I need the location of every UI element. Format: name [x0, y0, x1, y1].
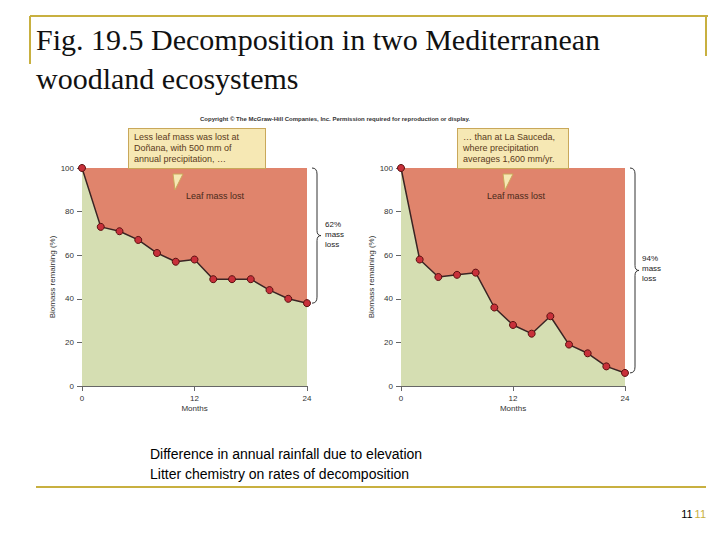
- svg-text:100: 100: [61, 164, 75, 173]
- svg-text:Biomass remaining (%): Biomass remaining (%): [48, 235, 57, 318]
- html-text:62% mass loss: 62% mass loss: [325, 219, 345, 249]
- svg-text:80: 80: [65, 207, 74, 216]
- html-text:Copyright © The McGraw-Hill Co: Copyright © The McGraw-Hill Companies, I…: [200, 116, 470, 122]
- svg-text:20: 20: [384, 338, 393, 347]
- svg-text:80: 80: [384, 207, 393, 216]
- svg-text:0: 0: [70, 382, 75, 391]
- svg-text:100: 100: [380, 164, 394, 173]
- svg-text:40: 40: [65, 294, 74, 303]
- html-text:Less leaf mass was lost at Doñ: Less leaf mass was lost at Doñana, with …: [134, 132, 239, 164]
- html-text:Fig. 19.5 Decomposition in two: Fig. 19.5 Decomposition in two Mediterra…: [36, 23, 601, 95]
- svg-text:0: 0: [80, 394, 85, 403]
- html-text:… than at La Sauceda, where pr: … than at La Sauceda, where precipitatio…: [463, 132, 556, 164]
- html-text:11 11: 11 11: [681, 508, 706, 520]
- svg-text:12: 12: [190, 394, 199, 403]
- svg-text:20: 20: [65, 338, 74, 347]
- svg-text:12: 12: [509, 394, 518, 403]
- svg-text:Biomass remaining (%): Biomass remaining (%): [367, 235, 376, 318]
- svg-text:24: 24: [303, 394, 312, 403]
- svg-text:60: 60: [65, 251, 74, 260]
- svg-text:60: 60: [384, 251, 393, 260]
- svg-text:0: 0: [389, 382, 394, 391]
- html-text:Leaf mass lost: Leaf mass lost: [186, 191, 244, 201]
- svg-text:Months: Months: [181, 404, 207, 413]
- svg-text:Months: Months: [500, 404, 526, 413]
- svg-text:40: 40: [384, 294, 393, 303]
- html-text:Leaf mass lost: Leaf mass lost: [487, 191, 545, 201]
- html-text:Difference in annual rainfall: Difference in annual rainfall due to ele…: [150, 446, 423, 462]
- html-text:Litter chemistry on rates of d: Litter chemistry on rates of decompositi…: [150, 466, 410, 482]
- svg-text:24: 24: [621, 394, 630, 403]
- svg-text:0: 0: [399, 394, 404, 403]
- html-text:94% mass loss: 94% mass loss: [642, 254, 662, 284]
